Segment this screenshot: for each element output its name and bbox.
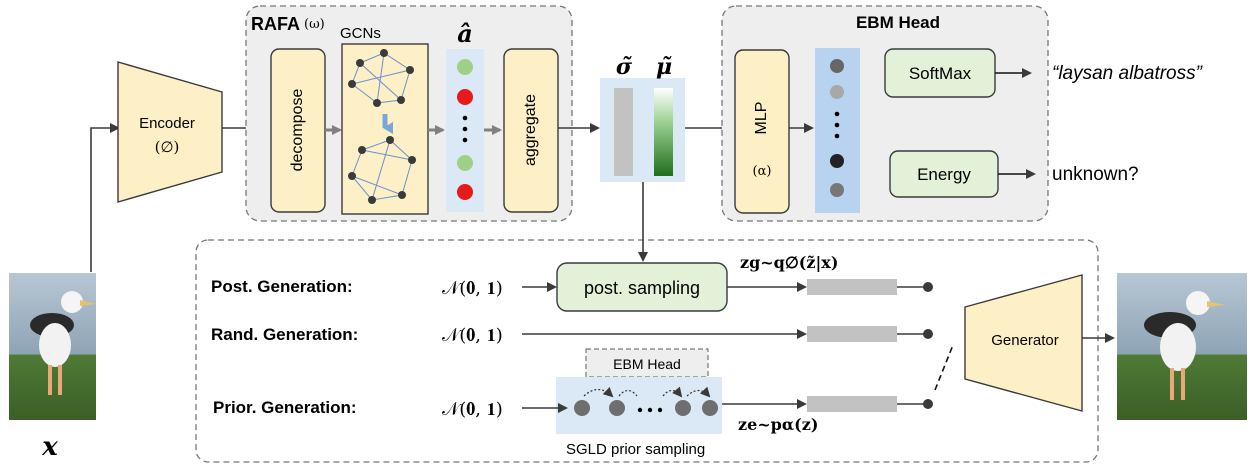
normal-dist-rand: 𝒩(𝟎, 𝟏) <box>442 325 503 346</box>
rafa-title: RAFA <box>251 14 300 34</box>
known-output: “laysan albatross” <box>1052 63 1204 84</box>
sgld-chain-dots <box>574 400 718 416</box>
a-hat-ellipsis <box>462 115 468 143</box>
zg-endpoint <box>923 282 933 292</box>
input-x-label: x <box>41 432 58 462</box>
energy-label: Energy <box>917 165 971 184</box>
encoder-param: (∅) <box>155 138 180 156</box>
normal-dist-post: 𝒩(𝟎, 𝟏) <box>442 278 503 299</box>
gcn-graph-top-nodes <box>348 49 414 107</box>
encoder-label: Encoder <box>139 115 195 132</box>
aggregate-block <box>503 48 559 213</box>
logits-ellipsis <box>834 111 840 139</box>
a-hat-dot-green <box>457 59 473 75</box>
sgld-ellipsis <box>637 407 663 413</box>
logit-dot <box>830 85 844 99</box>
logit-dot <box>830 59 844 73</box>
sgld-label: SGLD prior sampling <box>566 441 705 458</box>
ebm-head-title: EBM Head <box>856 13 940 32</box>
encoder-block <box>117 61 223 203</box>
post-sampling-label: post. sampling <box>584 278 700 298</box>
ze-label: ze~pα(z) <box>738 415 818 434</box>
sigma-label: σ̃ <box>616 54 633 80</box>
logit-dot <box>830 183 844 197</box>
output-image <box>1117 273 1247 420</box>
rand-endpoint <box>923 329 933 339</box>
a-hat-dot-green <box>457 155 473 171</box>
softmax-label: SoftMax <box>909 64 972 83</box>
gcns-label: GCNs <box>340 25 381 42</box>
mlp-label: MLP <box>753 102 770 135</box>
post-generation-label: Post. Generation: <box>211 277 353 296</box>
decompose-label: decompose <box>289 89 306 172</box>
ze-endpoint <box>923 399 933 409</box>
selector-switch <box>934 344 954 391</box>
generator-block <box>964 274 1083 412</box>
unknown-output: unknown? <box>1052 164 1139 185</box>
ebm-head-small-label: EBM Head <box>613 356 681 372</box>
zg-label: zg~q∅(z̃|x) <box>740 253 838 272</box>
rand-generation-label: Rand. Generation: <box>211 325 358 344</box>
mu-bar <box>654 88 673 176</box>
mlp-block <box>734 49 790 214</box>
aggregate-label: aggregate <box>522 94 539 166</box>
gcn-graph-bottom-nodes <box>348 136 416 204</box>
mu-label: μ̃ <box>656 54 672 80</box>
prior-generation-label: Prior. Generation: <box>213 398 357 417</box>
input-image <box>9 273 96 420</box>
logit-dot <box>830 154 844 168</box>
a-hat-dot-red <box>457 89 473 105</box>
a-hat-dot-red <box>457 184 473 200</box>
normal-dist-prior: 𝒩(𝟎, 𝟏) <box>442 399 503 420</box>
sigma-bar <box>614 88 633 176</box>
rafa-param: (ω) <box>304 17 325 32</box>
generator-label: Generator <box>991 332 1059 349</box>
generation-panel <box>195 239 1099 463</box>
arrow-image-to-encoder <box>90 123 120 272</box>
zg-bar <box>807 279 897 295</box>
sgld-loop-arrows <box>583 386 711 398</box>
rand-bar <box>807 326 897 342</box>
ze-bar <box>807 396 897 412</box>
a-hat-label: â <box>457 19 473 48</box>
mlp-param: (α) <box>753 164 772 179</box>
